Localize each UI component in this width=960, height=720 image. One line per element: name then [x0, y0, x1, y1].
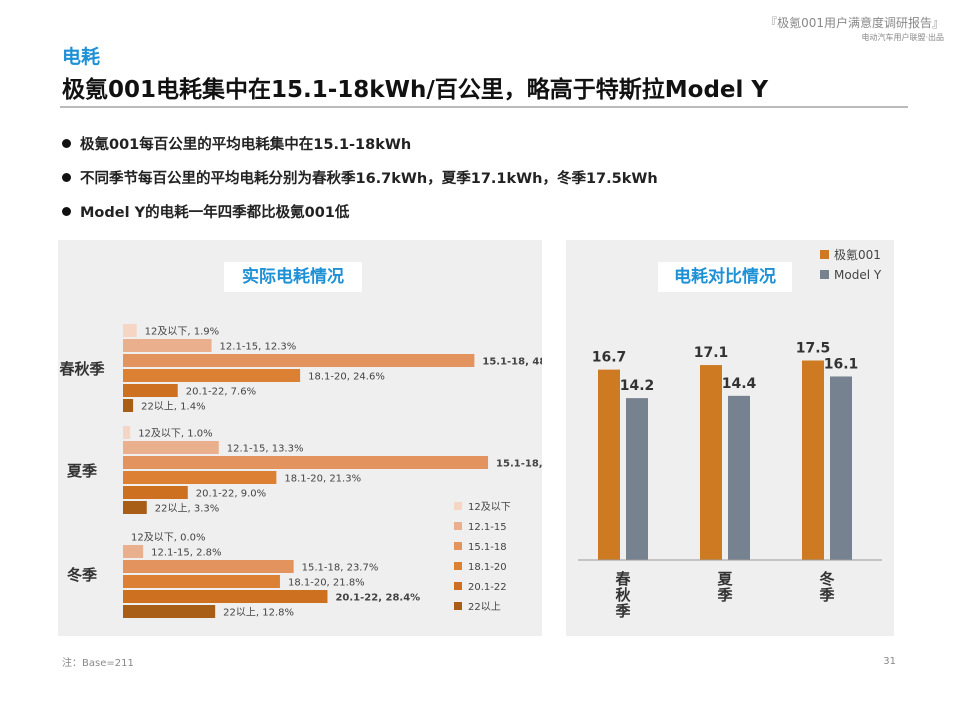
bar	[123, 545, 144, 558]
bar-data-label: 12及以下, 0.0%	[131, 532, 206, 544]
bar	[123, 441, 219, 454]
category-label-char: 春	[615, 570, 630, 588]
bar-value-label: 14.4	[722, 376, 757, 392]
legend-label: 22以上	[468, 601, 501, 613]
bar	[123, 384, 178, 397]
bar-data-label: 18.1-20, 21.8%	[288, 578, 365, 589]
legend-label: 18.1-20	[468, 562, 507, 573]
bar-data-label: 12及以下, 1.9%	[145, 326, 220, 338]
legend-swatch	[454, 562, 462, 570]
bullet-text: Model Y的电耗一年四季都比极氪001低	[80, 204, 350, 221]
bar-data-label: 15.1-18, 48.8%	[482, 357, 542, 368]
bar-data-label: 20.1-22, 7.6%	[186, 387, 256, 398]
category-label-char: 冬	[819, 570, 834, 588]
category-label-char: 夏	[716, 570, 733, 588]
legend-label: 12及以下	[468, 501, 511, 513]
bar-data-label: 12.1-15, 2.8%	[151, 548, 221, 559]
bar-data-label: 22以上, 3.3%	[155, 503, 220, 515]
bullet-item: Model Y的电耗一年四季都比极氪001低	[62, 194, 658, 228]
bar	[123, 399, 134, 412]
bar-value-label: 14.2	[620, 378, 655, 394]
bar-data-label: 22以上, 12.8%	[223, 607, 294, 619]
comparison-title: 电耗对比情况	[658, 262, 792, 292]
legend-swatch	[820, 250, 829, 259]
bar	[123, 486, 188, 499]
bar-data-label: 15.1-18, 23.7%	[302, 563, 379, 574]
bullet-text: 不同季节每百公里的平均电耗分别为春秋季16.7kWh，夏季17.1kWh，冬季1…	[80, 170, 658, 187]
bar-data-label: 12及以下, 1.0%	[138, 428, 213, 440]
footnote: 注：Base=211	[62, 658, 134, 669]
bar-data-label: 18.1-20, 21.3%	[284, 474, 361, 485]
bar-data-label: 20.1-22, 9.0%	[196, 489, 266, 500]
bar	[123, 501, 147, 514]
legend-label: 12.1-15	[468, 522, 507, 533]
bullet-dot-icon	[62, 138, 71, 148]
legend-label: 20.1-22	[468, 582, 507, 593]
bar	[728, 395, 750, 560]
bar	[700, 365, 722, 560]
group-label: 夏季	[66, 462, 97, 480]
bullet-dot-icon	[62, 206, 71, 216]
legend-swatch	[454, 542, 462, 550]
group-label: 春秋季	[59, 360, 104, 378]
bar	[123, 456, 489, 469]
legend-swatch	[820, 270, 829, 279]
bullet-item: 不同季节每百公里的平均电耗分别为春秋季16.7kWh，夏季17.1kWh，冬季1…	[62, 160, 658, 194]
category-label-char: 秋	[615, 586, 631, 604]
bar-data-label: 15.1-18, 50.7%	[496, 459, 542, 470]
legend-swatch	[454, 522, 462, 530]
legend-swatch	[454, 502, 462, 510]
bullet-text: 极氪001每百公里的平均电耗集中在15.1-18kWh	[80, 136, 412, 153]
bar-value-label: 16.1	[824, 356, 859, 372]
bar	[123, 369, 301, 382]
bar	[123, 324, 137, 337]
comparison-chart: 16.714.2春秋季17.114.4夏季17.516.1冬季极氪001Mode…	[578, 247, 882, 620]
report-title: 『极氪001用户满意度调研报告』	[765, 16, 944, 30]
bar	[802, 360, 824, 560]
bar	[123, 590, 328, 603]
bar-value-label: 16.7	[592, 350, 627, 366]
bar-value-label: 17.5	[796, 341, 831, 357]
bullet-dot-icon	[62, 172, 71, 182]
bar-data-label: 18.1-20, 24.6%	[308, 372, 385, 383]
bar	[123, 471, 277, 484]
actual-consumption-panel: 实际电耗情况 春秋季 12及以下, 1.9% 12.1-15, 12.3% 15.1-…	[58, 240, 581, 636]
bar-data-label: 12.1-15, 12.3%	[220, 342, 297, 353]
bar-value-label: 17.1	[694, 345, 729, 361]
page-number: 31	[883, 656, 896, 667]
group-label: 冬季	[67, 566, 97, 584]
bar-data-label: 22以上, 1.4%	[141, 401, 206, 413]
page-headline: 极氪001电耗集中在15.1-18kWh/百公里，略高于特斯拉Model Y	[62, 77, 769, 103]
bar	[123, 575, 280, 588]
legend-swatch	[454, 602, 462, 610]
comparison-panel: 电耗对比情况 16.7 14.2 春秋季 17.1 14.4 夏季 17.5 16.1 冬季极氪…	[566, 240, 894, 636]
bar	[830, 376, 852, 560]
category-label-char: 季	[717, 586, 732, 604]
bar-data-label: 20.1-22, 28.4%	[335, 593, 420, 604]
headline-divider	[60, 106, 908, 108]
bullet-list: 极氪001每百公里的平均电耗集中在15.1-18kWh 不同季节每百公里的平均电…	[62, 126, 658, 228]
bar	[626, 398, 648, 560]
actual-consumption-chart: 春秋季 12及以下, 1.9%12.1-15, 12.3% 15.1-18, 48.…	[59, 324, 581, 619]
legend-label: 15.1-18	[468, 542, 507, 553]
bar	[598, 369, 620, 560]
actual-consumption-title: 实际电耗情况	[224, 262, 362, 292]
category-label-char: 季	[819, 586, 834, 604]
bar	[123, 560, 294, 573]
legend-label: Model Y	[834, 268, 882, 282]
category-label-char: 季	[615, 602, 630, 620]
bar-data-label: 12.1-15, 13.3%	[227, 444, 304, 455]
legend-swatch	[454, 582, 462, 590]
bar	[123, 426, 131, 439]
bar	[123, 605, 216, 618]
bar	[123, 354, 475, 367]
report-subtitle: 电动汽车用户联盟·出品	[861, 33, 944, 42]
bullet-item: 极氪001每百公里的平均电耗集中在15.1-18kWh	[62, 126, 658, 160]
bar	[123, 339, 212, 352]
legend-label: 极氪001	[834, 247, 881, 262]
section-label: 电耗	[62, 46, 101, 68]
